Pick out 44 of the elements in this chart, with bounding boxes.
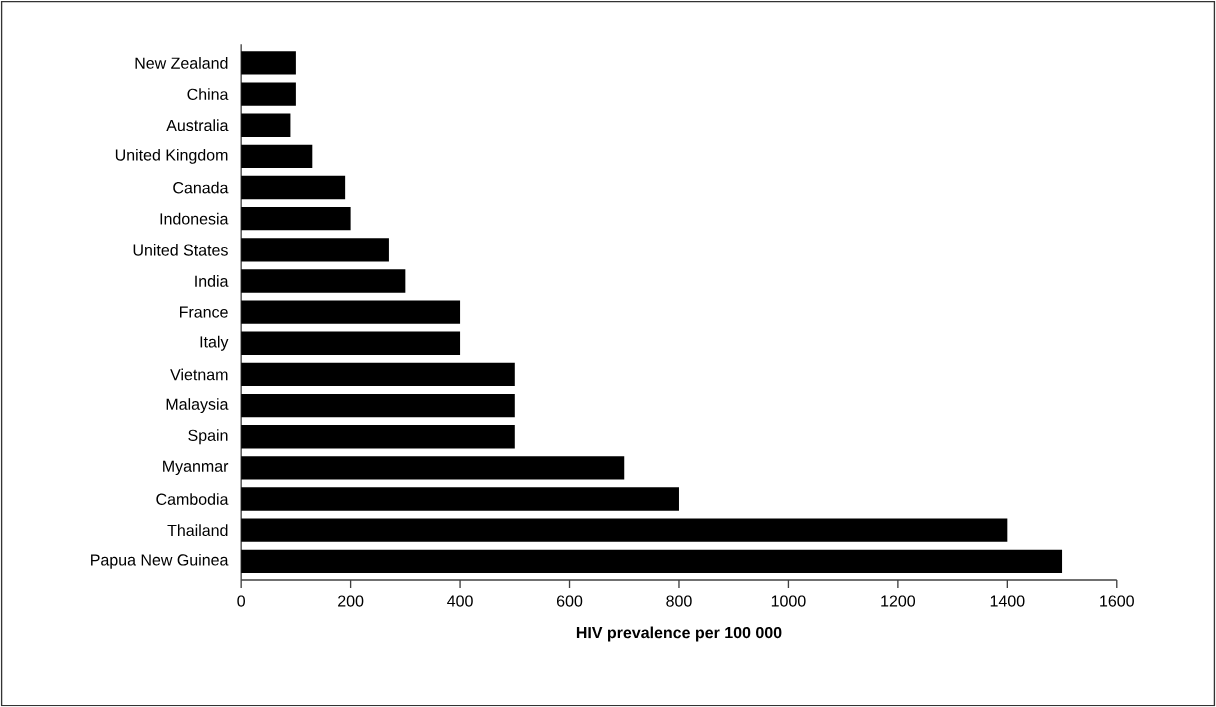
y-tick-label: New Zealand [135,56,228,69]
y-tick-label: United States [133,243,228,256]
bar [241,238,389,262]
bar [241,269,406,293]
x-tick-label: 0 [237,595,245,607]
y-tick-label: Malaysia [166,398,229,413]
bar [241,456,625,480]
bar [241,549,1063,573]
y-tick-label: India [195,275,229,287]
bar [241,362,515,386]
bar [241,331,461,355]
x-tick-label: 1000 [771,595,806,607]
y-tick-label: China [187,88,229,100]
y-tick-label: Papua New Guinea [91,553,229,569]
y-tick-label: France [180,306,228,318]
y-tick-label: Spain [188,429,228,445]
bar [241,206,351,231]
y-tick-label: Cambodia [156,493,229,505]
y-tick-label: United Kingdom [115,148,228,164]
bar [241,424,515,449]
x-axis-title: HIV prevalence per 100 000 [576,626,782,642]
y-tick-label: Thailand [167,524,228,536]
y-tick-label: Vietnam [170,368,228,381]
x-tick-label: 1600 [1100,595,1134,607]
bar [241,487,679,511]
x-tick-label: 600 [557,595,583,607]
x-tick-label: 800 [666,595,692,607]
bar [241,82,296,106]
bar [241,518,1008,542]
bar [241,144,313,168]
bar [241,51,296,75]
x-tick-label: 200 [338,595,364,607]
x-tick-label: 400 [447,595,473,607]
y-tick-label: Canada [173,181,229,194]
y-tick-label: Australia [166,119,229,131]
y-tick-label: Myanmar [163,460,229,475]
x-tick-label: 1400 [990,595,1025,607]
bar [241,113,291,137]
x-tick-label: 1200 [881,595,916,607]
bar [241,393,515,418]
y-tick-label: Italy [200,335,229,351]
y-tick-label: Indonesia [160,212,229,225]
bar [241,175,346,200]
bar [241,300,461,324]
